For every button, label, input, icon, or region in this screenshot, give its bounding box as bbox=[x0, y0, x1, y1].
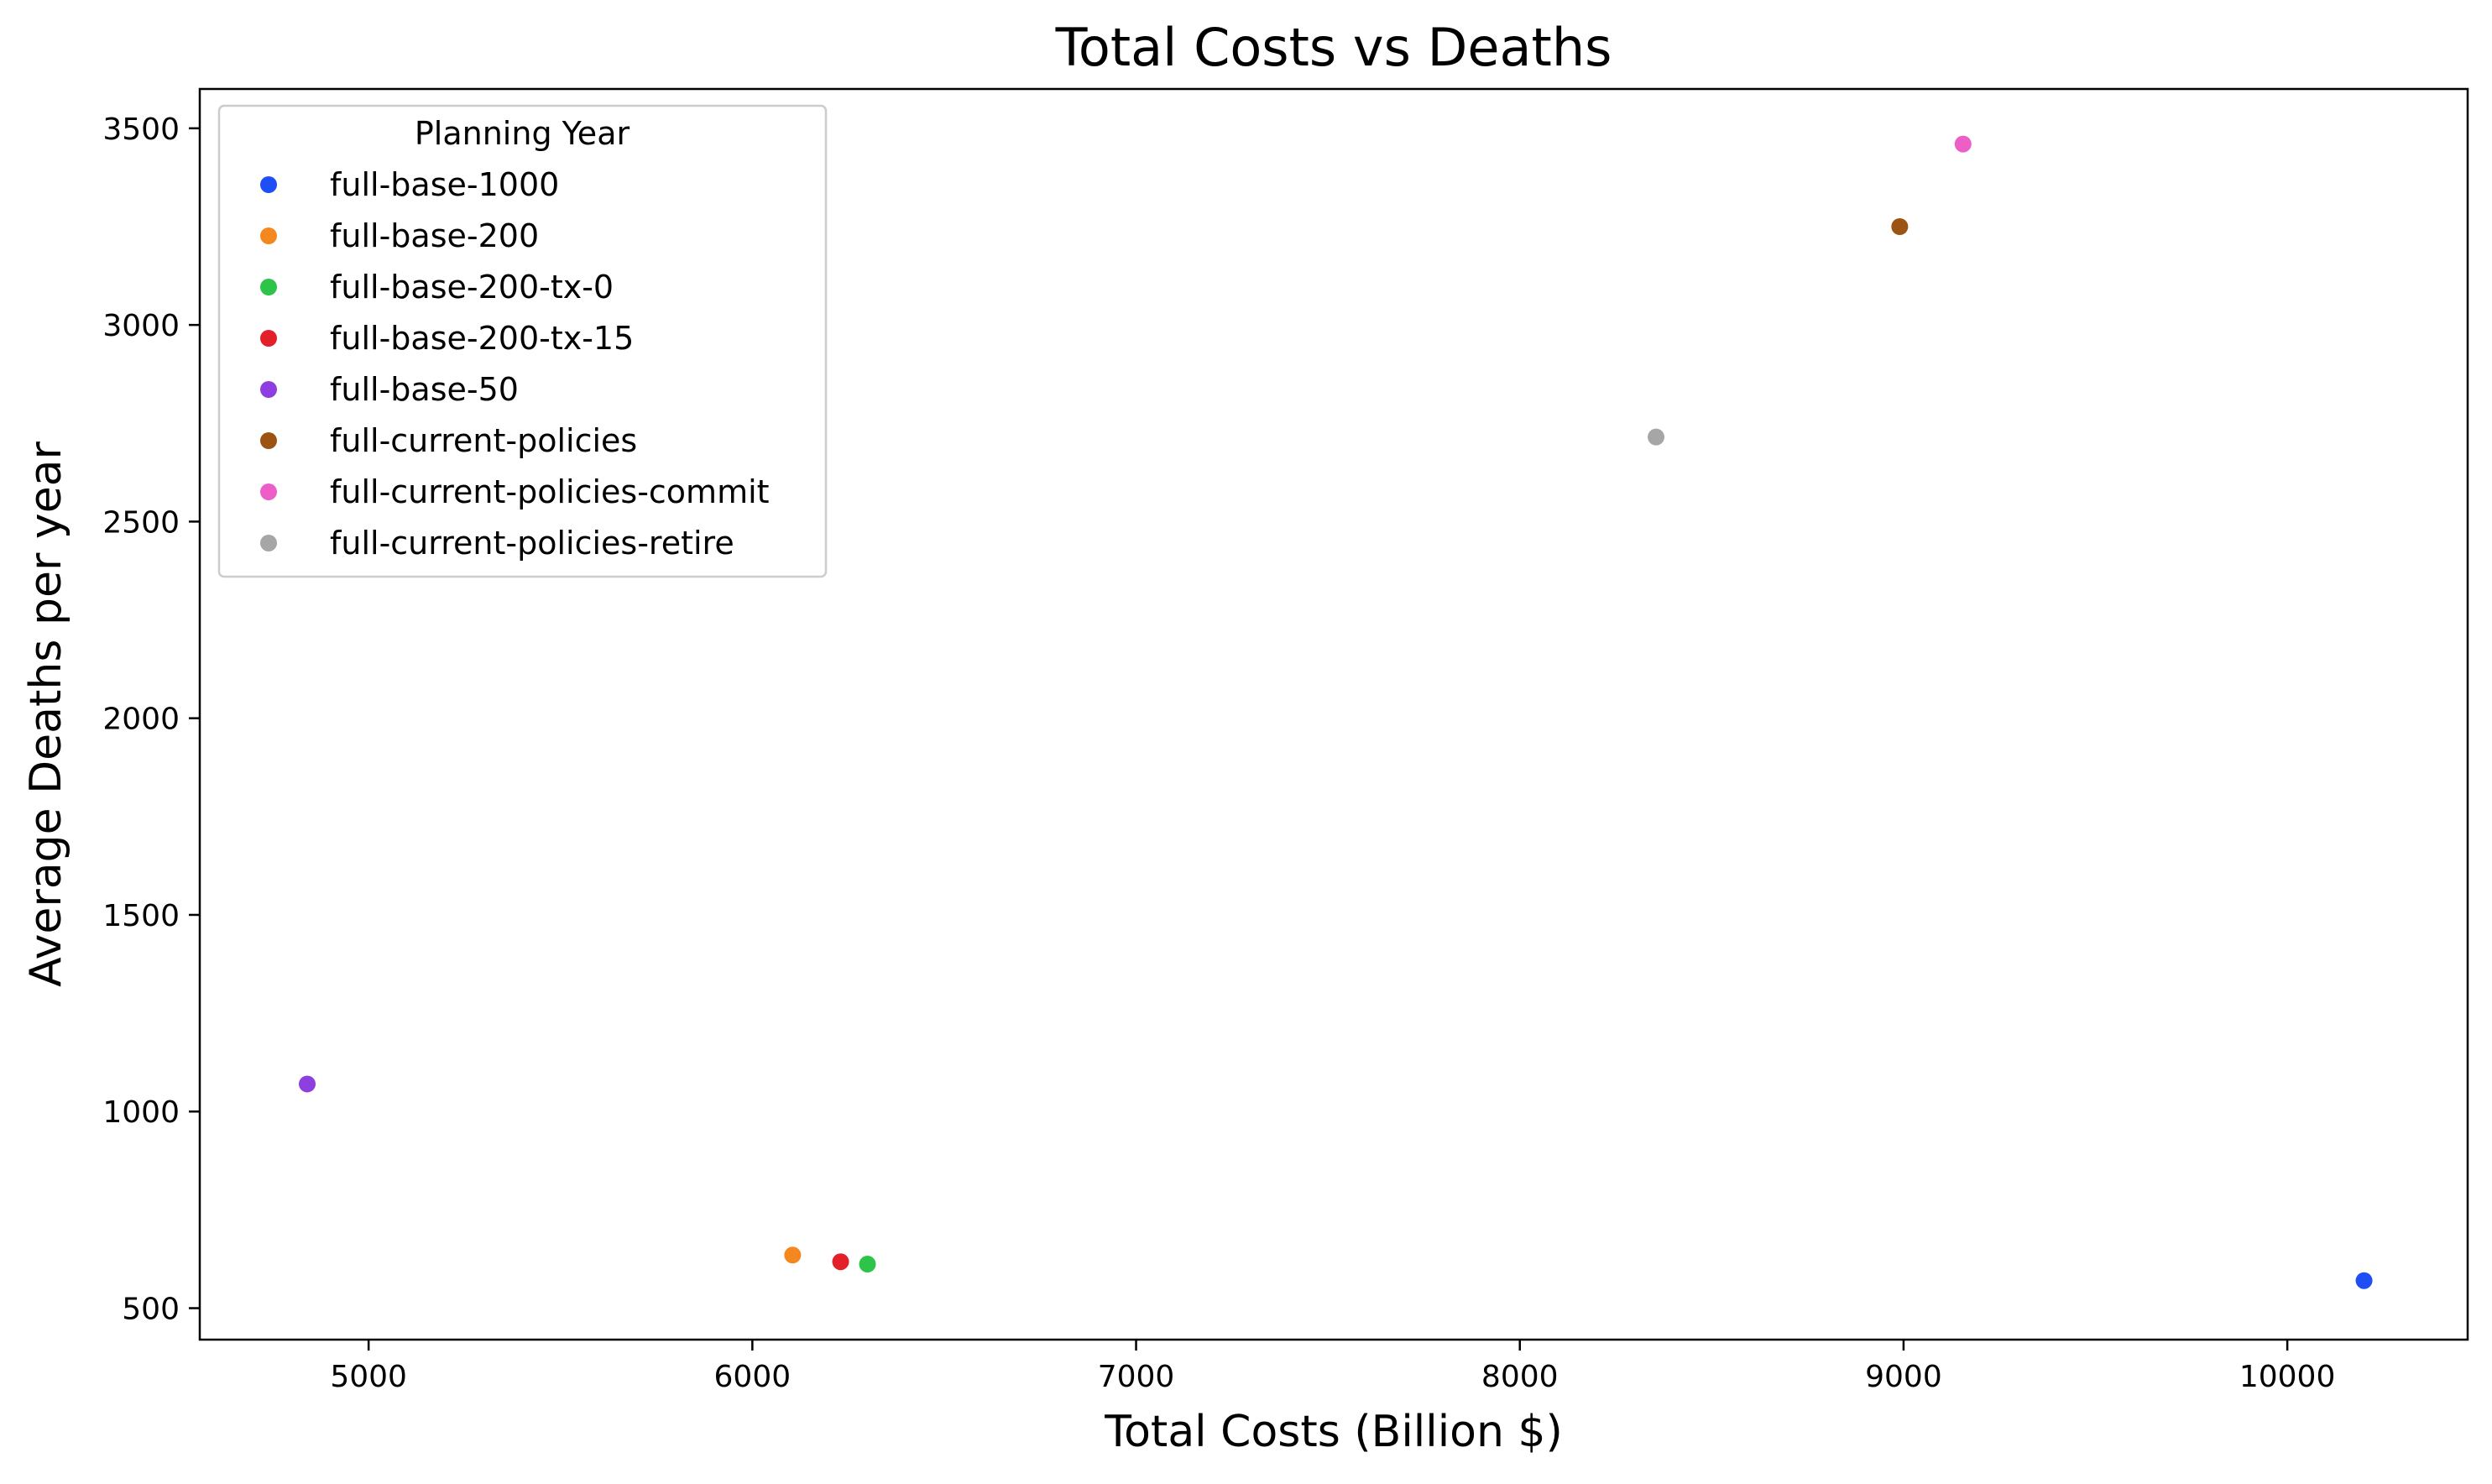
legend-marker bbox=[260, 176, 277, 193]
plot-frame bbox=[198, 87, 2469, 1341]
legend-marker bbox=[260, 535, 277, 551]
plot-area: 5000 6000 7000 8000 9000 10000 500 1000 1500 2000… bbox=[102, 87, 2469, 1394]
data-point bbox=[1954, 135, 1972, 153]
legend-entry-label: full-current-policies-commit bbox=[330, 473, 770, 510]
legend-marker bbox=[260, 227, 277, 244]
legend-marker bbox=[260, 432, 277, 449]
legend-marker bbox=[260, 330, 277, 347]
x-tick-label: 6000 bbox=[714, 1360, 791, 1394]
x-tick-label: 10000 bbox=[2239, 1360, 2336, 1394]
legend-entry-label: full-base-200-tx-15 bbox=[330, 320, 634, 357]
legend-title: Planning Year bbox=[415, 115, 630, 152]
data-point bbox=[1648, 428, 1665, 446]
y-tick-label: 1500 bbox=[102, 899, 180, 933]
data-point bbox=[859, 1256, 876, 1273]
y-tick-label: 3000 bbox=[102, 309, 180, 343]
legend-box bbox=[217, 104, 828, 578]
legend-entry-label: full-base-200 bbox=[330, 217, 539, 254]
data-point bbox=[832, 1253, 849, 1271]
y-tick-label: 500 bbox=[122, 1293, 180, 1327]
data-point bbox=[784, 1246, 802, 1264]
legend-marker bbox=[260, 279, 277, 295]
legend-entry-label: full-base-200-tx-0 bbox=[330, 269, 614, 306]
x-tick-label: 8000 bbox=[1481, 1360, 1559, 1394]
x-tick-label: 9000 bbox=[1865, 1360, 1942, 1394]
data-point bbox=[2355, 1272, 2373, 1289]
y-tick-label: 1000 bbox=[102, 1095, 180, 1130]
legend-entry-label: full-base-1000 bbox=[330, 166, 559, 203]
x-tick-label: 5000 bbox=[330, 1360, 407, 1394]
y-tick-label: 3500 bbox=[102, 112, 180, 147]
x-tick-label: 7000 bbox=[1098, 1360, 1175, 1394]
y-axis-label: Average Deaths per year bbox=[21, 441, 71, 986]
legend-entry-label: full-base-50 bbox=[330, 371, 519, 408]
chart-title: Total Costs vs Deaths bbox=[1055, 17, 1612, 78]
x-axis-label: Total Costs (Billion $) bbox=[1104, 1407, 1563, 1457]
legend: Planning Year full-base-1000 full-base-200… bbox=[217, 104, 828, 578]
legend-entry-label: full-current-policies bbox=[330, 422, 637, 459]
y-tick-label: 2000 bbox=[102, 703, 180, 737]
legend-entry-label: full-current-policies-retire bbox=[330, 525, 734, 562]
data-point bbox=[299, 1075, 316, 1093]
data-point bbox=[1891, 217, 1909, 235]
legend-marker bbox=[260, 483, 277, 500]
legend-marker bbox=[260, 381, 277, 398]
y-tick-label: 2500 bbox=[102, 505, 180, 540]
